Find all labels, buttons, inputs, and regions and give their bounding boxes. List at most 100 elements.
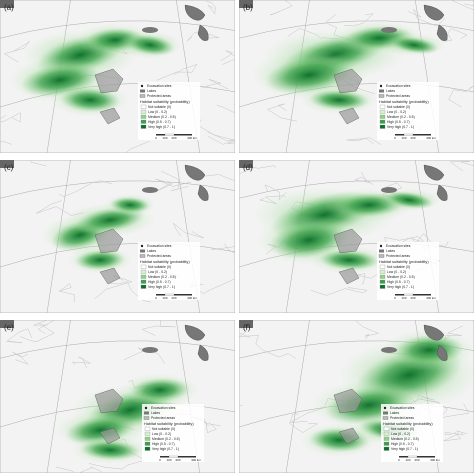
scale-bar-label: 400 km (187, 296, 197, 300)
legend-title: Habitat suitability (probability) (144, 422, 194, 426)
legend-class: Medium (0.2 - 0.5) (148, 275, 176, 279)
lake (423, 324, 448, 361)
legend-swatch (144, 446, 151, 451)
scale-bar-label: 200 (171, 136, 176, 140)
legend-swatch (383, 431, 390, 436)
legend-class: Low (0 - 0.2) (387, 270, 406, 274)
map-body (0, 160, 235, 313)
contour (172, 222, 204, 239)
contour (449, 161, 474, 172)
legend-item: Protected areas (151, 416, 175, 420)
legend-class: High (0.5 - 0.7) (152, 442, 175, 446)
protected-area (333, 68, 363, 125)
legend-class: Medium (0.2 - 0.5) (152, 437, 180, 441)
legend-title: Habitat suitability (probability) (140, 100, 190, 104)
contour (12, 351, 29, 365)
contour (124, 140, 150, 153)
legend-swatch (144, 426, 151, 431)
lake (184, 164, 209, 201)
protected-area (333, 228, 363, 285)
panel-label: (d) (243, 163, 253, 172)
legend-class: Not suitable (0) (387, 265, 410, 269)
scale-bar-label: 400 km (430, 458, 440, 462)
legend-symbol (379, 84, 383, 88)
suitability-core (60, 87, 120, 113)
legend-class: Low (0 - 0.2) (391, 432, 410, 436)
contour (239, 327, 259, 338)
scale-bar-label: 0 (394, 136, 396, 140)
legend-item: Protected areas (147, 94, 171, 98)
map-body (0, 0, 235, 153)
protected-area (94, 388, 124, 445)
contour (20, 322, 55, 343)
scale-bar-label: 100 (401, 296, 406, 300)
contour (411, 233, 449, 247)
scale-bar-label: 0 (155, 296, 157, 300)
scale-bar-label: 200 (414, 458, 419, 462)
scale-bar-label: 0 (398, 458, 400, 462)
contour (207, 131, 235, 145)
contour (444, 432, 464, 436)
legend-item: Excavation sites (147, 244, 172, 248)
contour (210, 243, 235, 254)
legend-swatch (140, 269, 147, 274)
legend-symbol (144, 406, 148, 410)
legend-box (138, 82, 200, 140)
contour (357, 270, 385, 285)
legend-item: Lakes (386, 89, 395, 93)
scale-bar-label: 200 (175, 458, 180, 462)
legend-symbol (144, 411, 149, 415)
lake (142, 27, 158, 33)
legend-swatch (383, 426, 390, 431)
lake (184, 324, 209, 361)
contour (109, 281, 151, 303)
legend-swatch (140, 279, 147, 284)
scale-bar-segment (407, 455, 418, 458)
contour (156, 63, 198, 81)
suitability-core (384, 191, 434, 209)
scale-bar-segment (164, 293, 175, 296)
legend-class: High (0.5 - 0.7) (387, 120, 410, 124)
legend-title: Habitat suitability (probability) (379, 100, 429, 104)
legend-swatch (379, 269, 386, 274)
legend-swatch (144, 431, 151, 436)
legend-swatch (379, 279, 386, 284)
contour (239, 165, 276, 175)
legend-class: Medium (0.2 - 0.5) (387, 115, 415, 119)
contour (58, 180, 112, 197)
contour (444, 28, 468, 42)
legend-swatch (379, 104, 386, 109)
scale-bar-label: 400 km (191, 458, 201, 462)
scale-bar: 0 100 200 400 km (159, 455, 201, 462)
legend-swatch (144, 436, 151, 441)
legend-swatch (140, 284, 147, 289)
legend-symbol (383, 411, 388, 415)
scale-bar-label: 200 (410, 296, 415, 300)
legend-class: Low (0 - 0.2) (152, 432, 171, 436)
legend-item: Protected areas (147, 254, 171, 258)
legend-item: Lakes (151, 411, 160, 415)
legend-symbol (382, 416, 389, 420)
logo-badge (0, 320, 14, 328)
legend-class: Not suitable (0) (148, 265, 171, 269)
contour (407, 9, 446, 27)
legend-symbol (378, 254, 385, 258)
scale-bar-label: 400 km (187, 136, 197, 140)
contour (216, 104, 235, 114)
legend-symbol (140, 244, 144, 248)
legend-class: High (0.5 - 0.7) (391, 442, 414, 446)
suitability-core (389, 36, 439, 54)
legend-symbol (379, 244, 383, 248)
scale-bar-label: 200 (171, 296, 176, 300)
lake (381, 27, 397, 33)
suitability-core (319, 249, 379, 271)
legend-item: Lakes (386, 249, 395, 253)
logo-badge (239, 160, 253, 168)
suitability-core (130, 377, 190, 403)
protected-area (94, 68, 124, 125)
